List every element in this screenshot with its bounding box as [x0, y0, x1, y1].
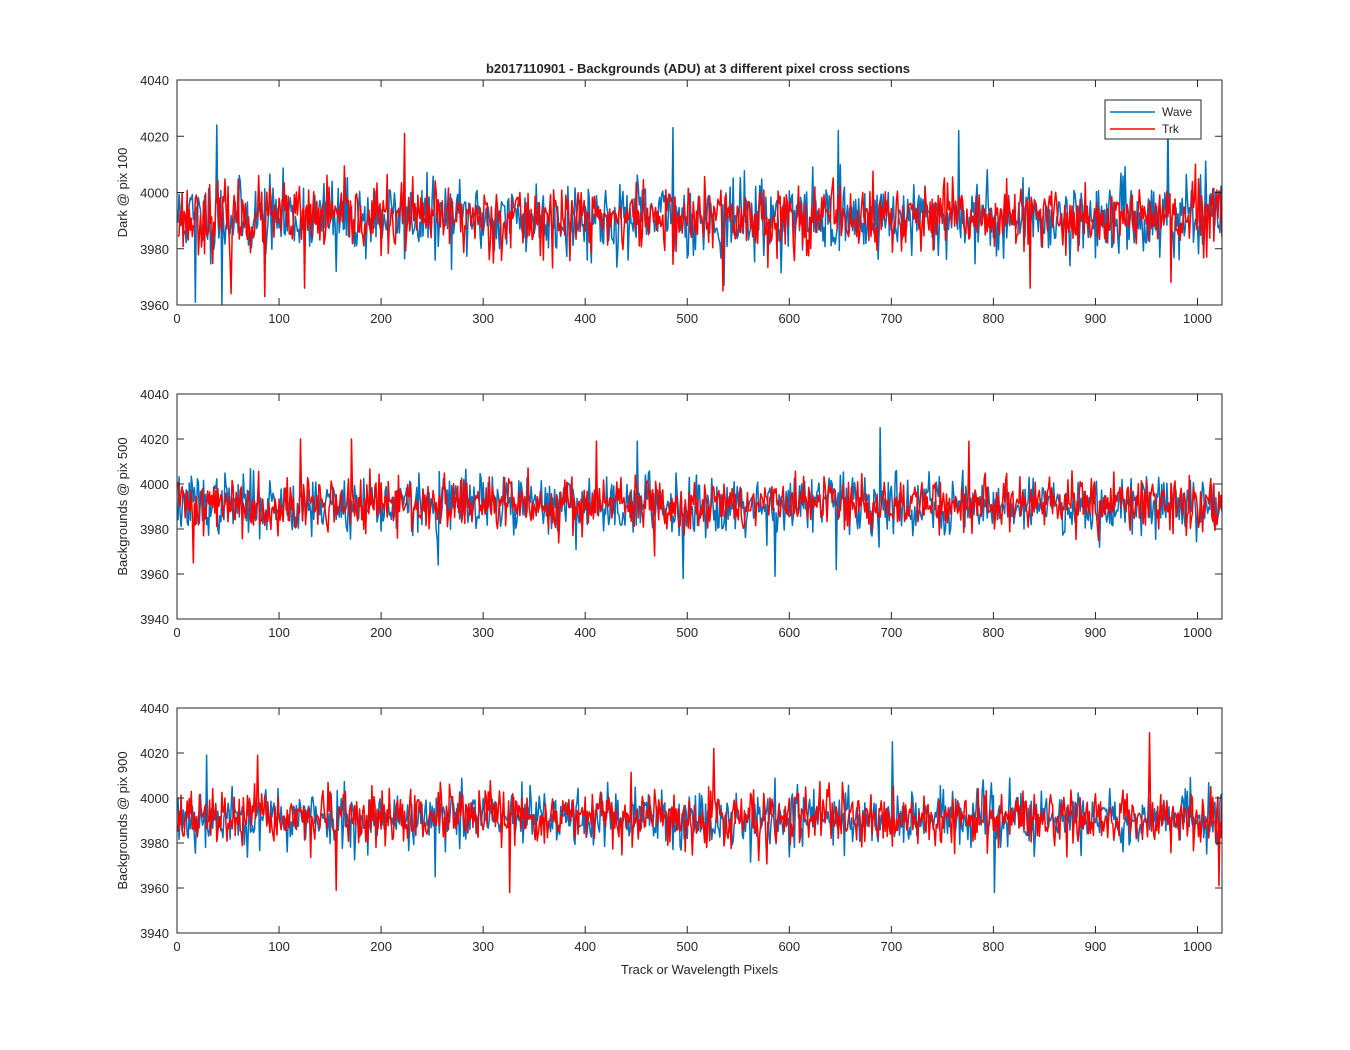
y-tick-label: 4040 [140, 73, 169, 88]
series-line-trk [177, 438, 1222, 564]
x-tick-label: 900 [1085, 625, 1107, 640]
y-tick-label: 4000 [140, 791, 169, 806]
x-tick-label: 600 [778, 625, 800, 640]
axes-frame [176, 393, 1223, 620]
x-tick-label: 1000 [1183, 625, 1212, 640]
x-tick-label: 1000 [1183, 311, 1212, 326]
y-tick-label: 3960 [140, 881, 169, 896]
subplot-2: 0 100 200 300 400 500 600 700 800 900 1000 3940 3960… [115, 387, 1223, 640]
subplots: 0 100 200 300 400 500 600 700 800 900 100039603980… [115, 73, 1223, 977]
x-tick-label: 400 [574, 939, 596, 954]
y-axis-label: Dark @ pix 100 [115, 148, 130, 238]
x-tick-label: 500 [676, 311, 698, 326]
x-tick-label: 400 [574, 311, 596, 326]
x-tick-label: 800 [983, 939, 1005, 954]
x-tick-label: 200 [370, 939, 392, 954]
x-tick-label: 100 [268, 311, 290, 326]
x-tick-label: 0 [173, 311, 180, 326]
x-tick-label: 700 [881, 311, 903, 326]
x-tick-label: 800 [983, 311, 1005, 326]
x-tick-label: 100 [268, 939, 290, 954]
y-tick-label: 4020 [140, 432, 169, 447]
legend: Wave Trk [1104, 99, 1202, 140]
x-tick-label: 300 [472, 625, 494, 640]
x-tick-label: 200 [370, 311, 392, 326]
axes-frame [176, 79, 1223, 306]
axes-frame [176, 707, 1223, 934]
x-tick-label: 800 [983, 625, 1005, 640]
y-tick-label: 4000 [140, 186, 169, 201]
x-tick-label: 600 [778, 311, 800, 326]
x-tick-label: 100 [268, 625, 290, 640]
chart-title: b2017110901 - Backgrounds (ADU) at 3 dif… [486, 61, 910, 76]
series-line-trk [177, 132, 1222, 298]
x-tick-label: 500 [676, 625, 698, 640]
y-tick-label: 3960 [140, 567, 169, 582]
x-tick-label: 0 [173, 625, 180, 640]
y-tick-label: 3980 [140, 836, 169, 851]
y-tick-label: 3980 [140, 242, 169, 257]
legend-box [1104, 99, 1202, 140]
x-tick-label: 900 [1085, 939, 1107, 954]
x-tick-label: 400 [574, 625, 596, 640]
x-axis-label: Track or Wavelength Pixels [621, 962, 779, 977]
x-tick-label: 600 [778, 939, 800, 954]
x-tick-label: 900 [1085, 311, 1107, 326]
y-tick-label: 3960 [140, 298, 169, 313]
y-tick-label: 4040 [140, 387, 169, 402]
y-axis-label: Backgrounds @ pix 900 [115, 751, 130, 889]
y-tick-label: 3940 [140, 612, 169, 627]
y-tick-label: 4040 [140, 701, 169, 716]
y-tick-label: 4000 [140, 477, 169, 492]
plot-area [177, 80, 1222, 305]
x-tick-label: 500 [676, 939, 698, 954]
y-tick-label: 4020 [140, 746, 169, 761]
y-tick-label: 3980 [140, 522, 169, 537]
x-tick-label: 0 [173, 939, 180, 954]
y-tick-label: 3940 [140, 926, 169, 941]
series-line-wave [177, 427, 1222, 580]
x-tick-label: 1000 [1183, 939, 1212, 954]
subplot-3: 0 100 200 300 400 500 600 700 800 900 1000 3940 3960… [115, 701, 1223, 977]
series-line-trk [177, 732, 1222, 894]
legend-label-wave: Wave [1162, 105, 1193, 119]
x-tick-label: 700 [881, 625, 903, 640]
legend-label-trk: Trk [1162, 122, 1180, 136]
subplot-1: 0 100 200 300 400 500 600 700 800 900 1000 3960 3980… [115, 73, 1223, 326]
y-axis-label: Backgrounds @ pix 500 [115, 437, 130, 575]
x-tick-label: 300 [472, 311, 494, 326]
x-tick-label: 300 [472, 939, 494, 954]
x-tick-label: 200 [370, 625, 392, 640]
y-tick-label: 4020 [140, 129, 169, 144]
x-tick-label: 700 [881, 939, 903, 954]
